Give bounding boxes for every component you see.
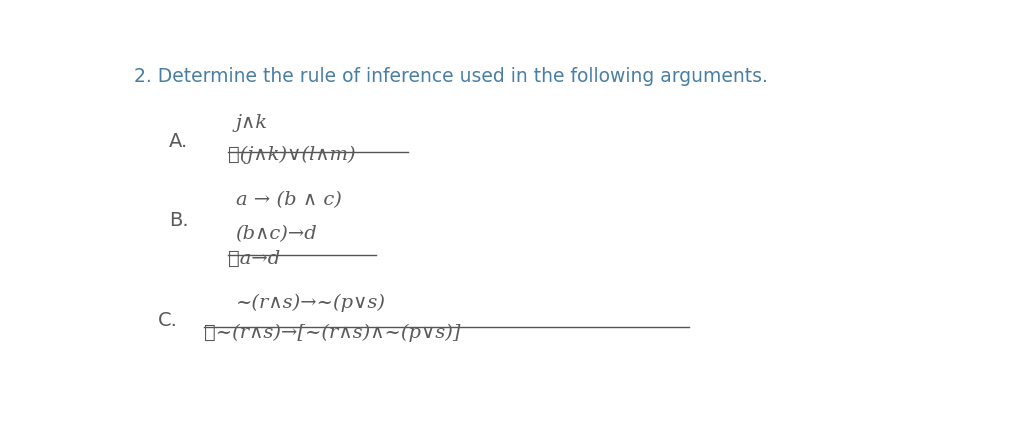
Text: B.: B.	[170, 211, 189, 230]
Text: a → (b ∧ c): a → (b ∧ c)	[236, 191, 341, 209]
Text: A.: A.	[170, 131, 189, 151]
Text: C.: C.	[157, 311, 178, 329]
Text: ∴~(r∧s)→[~(r∧s)∧~(p∨s)]: ∴~(r∧s)→[~(r∧s)∧~(p∨s)]	[204, 323, 461, 342]
Text: 2. Determine the rule of inference used in the following arguments.: 2. Determine the rule of inference used …	[134, 67, 768, 86]
Text: j∧k: j∧k	[236, 114, 267, 131]
Text: ~(r∧s)→~(p∨s): ~(r∧s)→~(p∨s)	[236, 294, 385, 312]
Text: ∴a→d: ∴a→d	[228, 249, 281, 268]
Text: ∴(j∧k)∨(l∧m): ∴(j∧k)∨(l∧m)	[228, 146, 355, 164]
Text: (b∧c)→d: (b∧c)→d	[236, 225, 318, 244]
